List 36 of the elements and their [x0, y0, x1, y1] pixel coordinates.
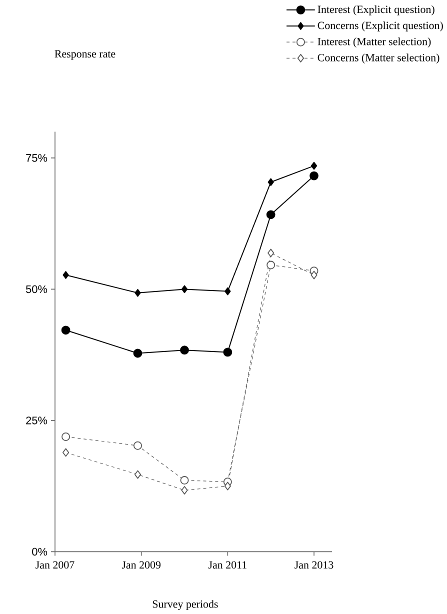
point: [61, 326, 70, 335]
legend-label: Interest (Matter selection): [318, 38, 431, 48]
point: [224, 287, 231, 296]
point: [268, 248, 274, 258]
text: Response rate: [54, 50, 116, 60]
legend-label: Concerns (Matter selection): [318, 54, 440, 64]
y-tick-label: 75%: [26, 154, 48, 162]
point: [181, 486, 188, 495]
point: [133, 441, 142, 450]
x-tick-label: Jan 2009: [122, 561, 161, 569]
x-axis-title: Survey periods: [152, 600, 218, 610]
x-tick-label: Jan 2013: [294, 561, 334, 569]
y-tick-label: 50%: [26, 285, 48, 294]
point: [62, 271, 69, 279]
legend-label: Interest (Explicit question): [318, 5, 434, 16]
point: [224, 482, 231, 490]
point: [266, 260, 276, 270]
point: [62, 448, 70, 457]
point: [223, 348, 232, 357]
point: [133, 348, 142, 358]
point: [180, 346, 189, 355]
point: [181, 285, 188, 294]
point: [134, 288, 141, 297]
x-tick-label: Jan 2011: [208, 561, 246, 569]
y-tick-label: 25%: [26, 416, 48, 424]
point: [180, 476, 189, 485]
point: [62, 432, 70, 441]
x-tick-label: Jan 2007: [36, 561, 74, 569]
point: [268, 178, 274, 186]
y-tick-label: 0%: [32, 548, 48, 556]
point: [266, 210, 276, 220]
point: [134, 470, 142, 479]
point: [310, 171, 318, 180]
point: [310, 270, 318, 280]
legend-label: Concerns (Explicit question): [318, 21, 443, 32]
point: [310, 162, 318, 170]
